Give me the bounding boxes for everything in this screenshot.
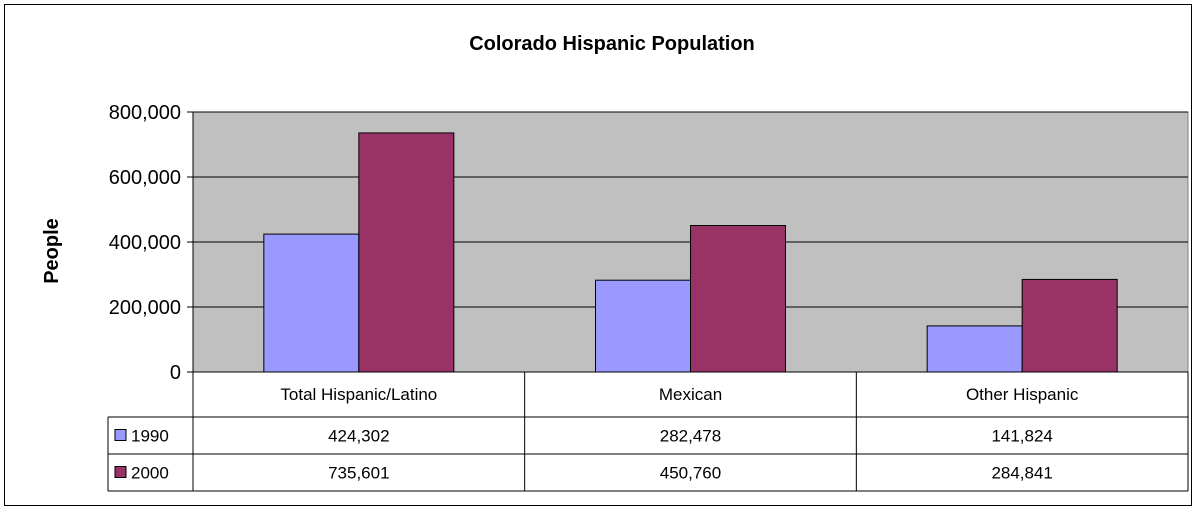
- bar-2000-0: [359, 133, 454, 372]
- category-label: Mexican: [659, 385, 722, 404]
- category-label: Total Hispanic/Latino: [280, 385, 437, 404]
- bar-1990-2: [927, 326, 1022, 372]
- y-tick-label: 200,000: [109, 297, 181, 319]
- legend-key-2000: [115, 467, 126, 478]
- table-cell: 735,601: [328, 464, 389, 483]
- table-cell: 284,841: [991, 464, 1052, 483]
- legend-label: 1990: [131, 427, 169, 446]
- table-cell: 282,478: [660, 427, 721, 446]
- chart-canvas: Colorado Hispanic Population People 0 200…: [5, 5, 1193, 507]
- category-label: Other Hispanic: [966, 385, 1079, 404]
- table-cell: 141,824: [991, 427, 1052, 446]
- table-cell: 450,760: [660, 464, 721, 483]
- y-tick-label: 600,000: [109, 167, 181, 189]
- table-cell: 424,302: [328, 427, 389, 446]
- bar-1990-0: [264, 234, 359, 372]
- legend-label: 2000: [131, 464, 169, 483]
- y-axis-label: People: [41, 218, 63, 284]
- y-tick-label: 400,000: [109, 232, 181, 254]
- data-table: Total Hispanic/Latino Mexican Other Hispan…: [108, 372, 1188, 491]
- bar-2000-1: [691, 226, 786, 372]
- legend-key-1990: [115, 430, 126, 441]
- bar-1990-1: [596, 280, 691, 372]
- chart-title: Colorado Hispanic Population: [469, 33, 755, 55]
- chart-frame: Colorado Hispanic Population People 0 200…: [4, 4, 1192, 506]
- bar-2000-2: [1022, 279, 1117, 372]
- y-axis-ticks: 0 200,000 400,000 600,000 800,000: [109, 102, 193, 384]
- y-tick-label: 800,000: [109, 102, 181, 124]
- y-tick-label: 0: [170, 362, 181, 384]
